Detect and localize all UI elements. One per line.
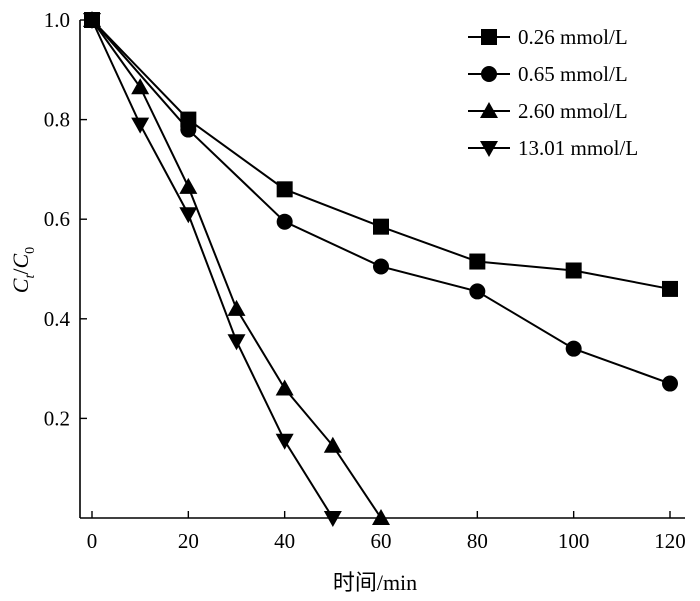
data-point-3-3 — [179, 177, 198, 194]
x-tick-label-100: 100 — [558, 529, 590, 553]
y-axis-title-c2: C — [8, 253, 33, 268]
legend-label-2: 0.65 mmol/L — [518, 62, 628, 86]
y-tick-label-0.6: 0.6 — [44, 207, 70, 231]
data-point-4-5 — [275, 433, 294, 450]
axis-tick-labels: 0 20 40 60 80 100 120 0.2 0.4 0.6 0.8 1.0 — [44, 8, 686, 553]
legend-item-2: 0.65 mmol/L — [468, 62, 628, 86]
legend-marker-3 — [480, 102, 498, 118]
data-point-2-4 — [373, 258, 389, 275]
data-point-3-7 — [372, 509, 390, 525]
series-3 — [83, 11, 390, 525]
series-group — [83, 11, 678, 527]
data-point-3-6 — [323, 436, 342, 453]
x-tick-label-80: 80 — [467, 529, 488, 553]
data-point-1-7 — [662, 280, 678, 297]
y-axis-title-c1: C — [8, 278, 33, 293]
data-point-1-6 — [565, 262, 582, 279]
data-point-2-2 — [180, 121, 197, 138]
legend-marker-2 — [481, 66, 497, 82]
series-4 — [83, 13, 342, 527]
y-axis-title-slash: / — [8, 268, 33, 275]
y-tick-label-0.4: 0.4 — [44, 307, 71, 331]
legend-item-4: 13.01 mmol/L — [468, 136, 638, 160]
data-point-1-4 — [373, 218, 389, 235]
data-point-3-5 — [275, 379, 294, 396]
x-tick-label-60: 60 — [371, 529, 392, 553]
legend-marker-4 — [480, 141, 498, 157]
data-point-3-2 — [131, 78, 150, 95]
y-tick-label-1: 1.0 — [44, 8, 70, 32]
y-axis-title-sub-t: t — [23, 274, 38, 279]
data-point-1-5 — [469, 253, 486, 270]
data-point-4-4 — [227, 334, 246, 351]
x-tick-label-20: 20 — [178, 529, 199, 553]
legend-label-4: 13.01 mmol/L — [518, 136, 638, 160]
data-point-2-7 — [662, 375, 678, 392]
legend: 0.26 mmol/L 0.65 mmol/L 2.60 mmol/L 13.01 m… — [468, 25, 638, 160]
data-point-1-3 — [276, 181, 293, 198]
x-tick-label-0: 0 — [87, 529, 98, 553]
x-tick-label-120: 120 — [654, 529, 686, 553]
y-axis-title-sub-0: 0 — [23, 247, 38, 254]
legend-item-3: 2.60 mmol/L — [468, 99, 628, 123]
series-line-3 — [91, 19, 382, 519]
series-line-4 — [91, 19, 334, 519]
legend-marker-1 — [481, 29, 497, 45]
y-tick-label-0.8: 0.8 — [44, 108, 70, 132]
data-point-4-2 — [131, 117, 150, 134]
y-axis-title: Ct/C0 — [8, 247, 38, 293]
data-point-2-3 — [276, 213, 293, 230]
data-point-2-6 — [565, 340, 582, 357]
legend-label-3: 2.60 mmol/L — [518, 99, 628, 123]
y-tick-label-0.2: 0.2 — [44, 406, 70, 430]
x-axis-title: 时间/min — [333, 570, 417, 595]
data-point-4-1 — [83, 13, 101, 29]
legend-item-1: 0.26 mmol/L — [468, 25, 628, 49]
data-point-2-5 — [469, 283, 486, 300]
x-tick-label-40: 40 — [274, 529, 295, 553]
data-point-4-3 — [179, 207, 198, 224]
legend-label-1: 0.26 mmol/L — [518, 25, 628, 49]
data-point-3-4 — [227, 299, 246, 316]
data-point-4-6 — [323, 511, 342, 527]
